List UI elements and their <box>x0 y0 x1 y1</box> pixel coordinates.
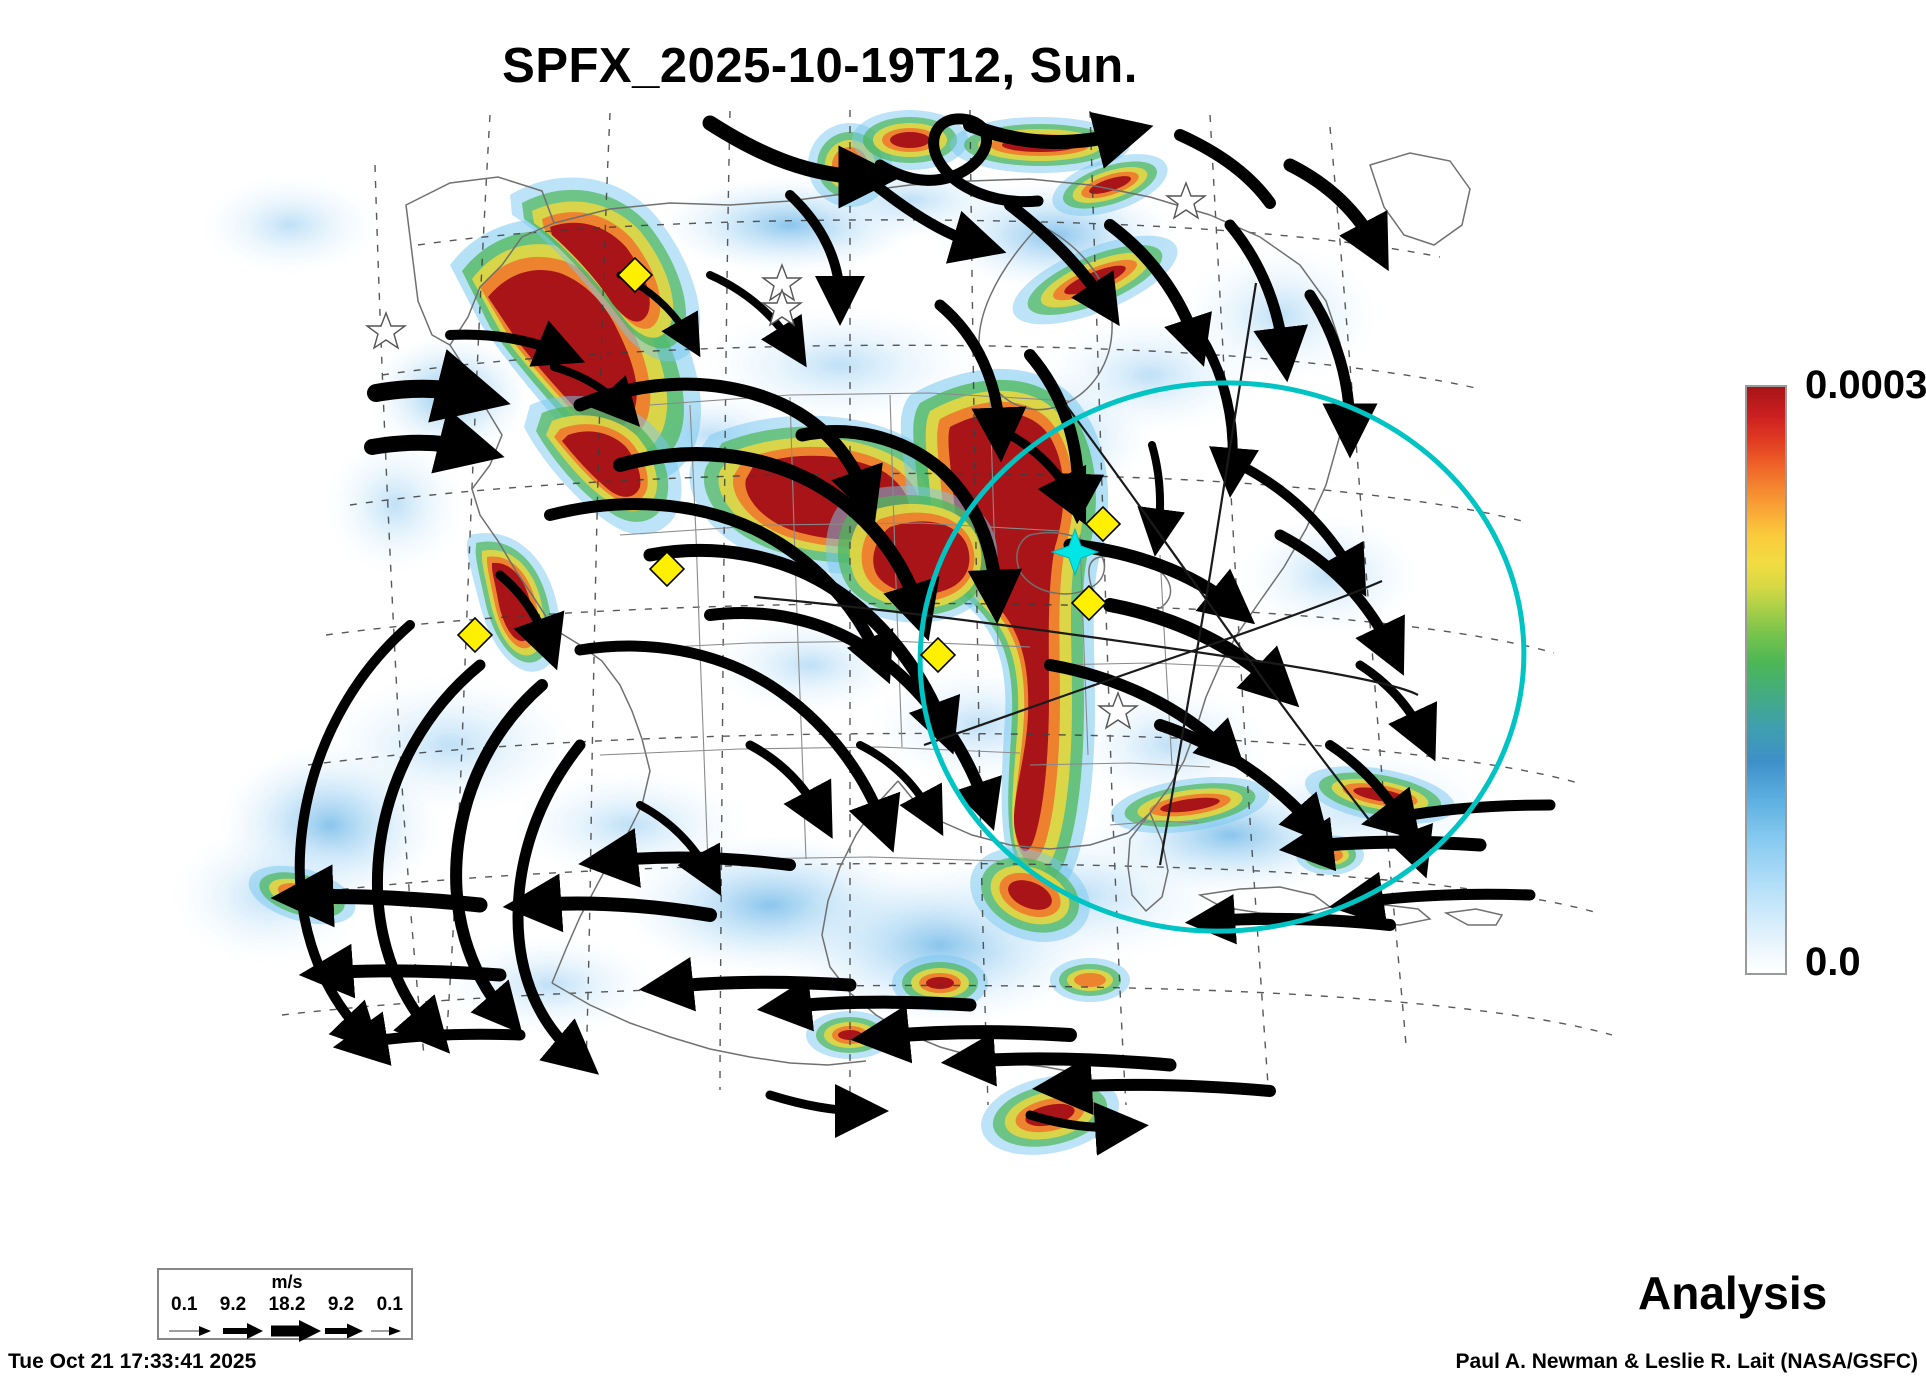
map-panel[interactable] <box>150 105 1710 1305</box>
map-canvas[interactable] <box>150 105 1710 1305</box>
site-star-markers[interactable] <box>364 181 1208 730</box>
wind-legend-value-1: 0.1 <box>171 1294 198 1315</box>
wind-legend-arrows <box>169 1320 401 1342</box>
wind-legend-value-4: 9.2 <box>327 1294 355 1315</box>
center-star-marker[interactable] <box>1050 527 1100 577</box>
wind-legend-units: m/s <box>271 1272 303 1292</box>
author-credit: Paul A. Newman & Leslie R. Lait (NASA/GS… <box>1455 1350 1918 1373</box>
generation-timestamp: Tue Oct 21 17:33:41 2025 <box>8 1350 257 1373</box>
wind-speed-legend: m/s 0.1 9.2 18.2 9.2 0.1 <box>157 1268 415 1342</box>
colorbar-min-label: 0.0 <box>1805 940 1861 984</box>
wind-legend-value-2: 9.2 <box>219 1294 247 1315</box>
wind-streamlines <box>270 111 1556 1156</box>
flight-track-lines <box>753 282 1419 866</box>
analysis-label: Analysis <box>1638 1267 1828 1319</box>
station-markers[interactable] <box>456 256 1122 674</box>
page-title: SPFX_2025-10-19T12, Sun. <box>502 39 1138 93</box>
range-circle <box>917 380 1527 934</box>
wind-legend-values: 0.1 9.2 18.2 9.2 0.1 <box>159 1294 415 1316</box>
colorbar-gradient <box>1745 385 1787 975</box>
wind-legend-value-5: 0.1 <box>376 1294 403 1315</box>
wind-legend-value-3: 18.2 <box>268 1294 306 1315</box>
